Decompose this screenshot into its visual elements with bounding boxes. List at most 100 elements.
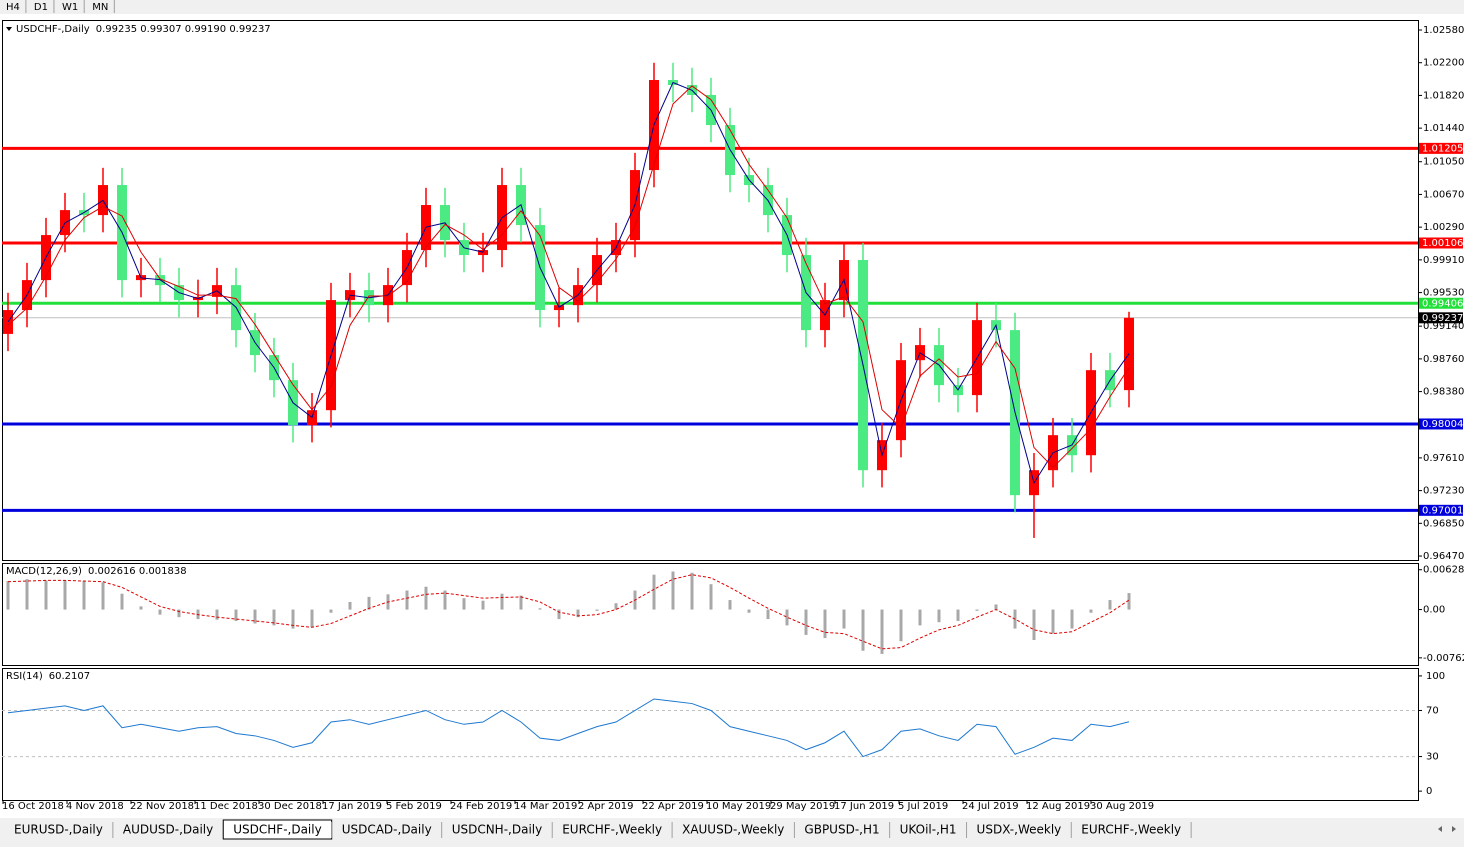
x-tick-label: 12 Aug 2019 bbox=[1026, 801, 1090, 812]
level-label-bg bbox=[1419, 142, 1463, 154]
tab-label: AUDUSD-,Daily bbox=[123, 823, 213, 837]
moving-average bbox=[7, 81, 1130, 485]
macd-bar bbox=[481, 600, 485, 610]
rsi-readout: 60.2107 bbox=[49, 671, 90, 682]
rsi-y-tick-label: 70 bbox=[1426, 705, 1439, 716]
macd-bar bbox=[804, 609, 808, 635]
level-label: 1.00106 bbox=[1422, 238, 1463, 249]
macd-bar bbox=[158, 609, 162, 615]
rsi-label: RSI(14) bbox=[6, 671, 43, 682]
y-tick-label: 1.02200 bbox=[1423, 58, 1464, 69]
y-tick-label: 0.98380 bbox=[1423, 387, 1464, 398]
x-tick-label: 30 Dec 2018 bbox=[258, 801, 322, 812]
symbol-title: USDCHF-,Daily bbox=[16, 24, 90, 35]
tab-label: GBPUSD-,H1 bbox=[804, 823, 879, 837]
level-label: 0.97001 bbox=[1422, 505, 1463, 516]
macd-bar bbox=[1070, 609, 1074, 629]
macd-bar bbox=[709, 584, 713, 610]
macd-bar bbox=[215, 609, 219, 620]
timeframe-button[interactable]: D1 bbox=[34, 0, 55, 13]
level-label: 1.01205 bbox=[1422, 143, 1463, 154]
y-tick-label: 1.01820 bbox=[1423, 90, 1464, 101]
candle-body bbox=[3, 310, 13, 334]
macd-bar bbox=[766, 609, 770, 620]
macd-bar bbox=[44, 580, 48, 610]
level-label-bg bbox=[1419, 297, 1463, 309]
macd-bar bbox=[101, 582, 105, 610]
tab[interactable]: EURUSD-,Daily bbox=[4, 820, 114, 839]
y-tick-label: 1.00670 bbox=[1423, 189, 1464, 200]
level-label: 0.99406 bbox=[1422, 298, 1463, 309]
macd-readout: 0.002616 0.001838 bbox=[88, 566, 187, 577]
last-price-label-bg bbox=[1419, 312, 1463, 324]
x-tick-label: 17 Jan 2019 bbox=[322, 801, 382, 812]
y-tick-label: 1.01440 bbox=[1423, 123, 1464, 134]
timeframe-button[interactable]: MN bbox=[92, 0, 115, 13]
scroll-left[interactable] bbox=[1438, 826, 1442, 832]
macd-bar bbox=[120, 593, 124, 610]
timeframe-label: H4 bbox=[6, 2, 20, 13]
timeframe-label: MN bbox=[92, 2, 108, 13]
tab[interactable]: USDCAD-,Daily bbox=[332, 820, 443, 839]
x-tick-label: 29 May 2019 bbox=[770, 801, 835, 812]
tab[interactable]: AUDUSD-,Daily bbox=[113, 820, 224, 839]
macd-bar bbox=[291, 609, 295, 629]
macd-bar bbox=[25, 579, 29, 610]
macd-bar bbox=[690, 572, 694, 610]
tab-label: UKOil-,H1 bbox=[900, 823, 957, 837]
x-tick-label: 17 Jun 2019 bbox=[834, 801, 894, 812]
macd-bar bbox=[614, 603, 618, 610]
tab[interactable]: GBPUSD-,H1 bbox=[794, 820, 891, 839]
macd-bar bbox=[462, 598, 466, 610]
macd-bar bbox=[576, 609, 580, 618]
menu-arrow[interactable] bbox=[6, 27, 12, 31]
macd-bar bbox=[823, 609, 827, 639]
scroll-right[interactable] bbox=[1452, 826, 1456, 832]
y-tick-label: 0.99140 bbox=[1423, 321, 1464, 332]
tab[interactable]: USDCHF-,Daily bbox=[222, 819, 333, 840]
macd-bar bbox=[728, 600, 732, 610]
price-panel bbox=[2, 20, 1419, 561]
macd-signal bbox=[7, 574, 1130, 650]
rsi-panel bbox=[2, 668, 1419, 801]
tab[interactable]: XAUUSD-,Weekly bbox=[672, 820, 795, 839]
tab[interactable]: EURCHF-,Weekly bbox=[1071, 820, 1192, 839]
macd-bar bbox=[595, 609, 599, 611]
timeframe-button[interactable]: H4 bbox=[6, 0, 27, 13]
macd-bar bbox=[443, 590, 447, 610]
timeframe-label: D1 bbox=[34, 2, 48, 13]
macd-bar bbox=[918, 609, 922, 626]
rsi-y-tick-label: 30 bbox=[1426, 752, 1439, 763]
macd-bar bbox=[994, 604, 998, 610]
macd-bar bbox=[348, 601, 352, 610]
y-tick-label: 0.98760 bbox=[1423, 354, 1464, 365]
timeframe-bar bbox=[0, 0, 1464, 14]
macd-bar bbox=[253, 609, 257, 624]
macd-bar bbox=[1127, 593, 1131, 610]
y-tick-label: 0.99530 bbox=[1423, 288, 1464, 299]
last-price-label: 0.99237 bbox=[1422, 313, 1463, 324]
y-tick-label: 1.00290 bbox=[1423, 222, 1464, 233]
x-tick-label: 5 Feb 2019 bbox=[386, 801, 442, 812]
macd-bar bbox=[956, 609, 960, 621]
tab[interactable]: EURCHF-,Weekly bbox=[552, 820, 673, 839]
x-tick-label: 2 Apr 2019 bbox=[578, 801, 633, 812]
quote-readout: 0.99235 0.99307 0.99190 0.99237 bbox=[96, 24, 271, 35]
tab[interactable]: USDX-,Weekly bbox=[967, 820, 1072, 839]
macd-bar bbox=[405, 590, 409, 610]
moving-average bbox=[7, 85, 1130, 469]
y-tick-label: 0.96470 bbox=[1423, 551, 1464, 562]
macd-bar bbox=[234, 609, 238, 621]
timeframe-button[interactable]: W1 bbox=[62, 0, 85, 13]
tab[interactable]: UKOil-,H1 bbox=[890, 820, 968, 839]
tab[interactable]: USDCNH-,Daily bbox=[442, 820, 553, 839]
macd-bar bbox=[310, 609, 314, 628]
x-tick-label: 14 Mar 2019 bbox=[514, 801, 577, 812]
macd-bar bbox=[82, 581, 86, 610]
macd-bar bbox=[424, 586, 428, 610]
macd-bar bbox=[1089, 609, 1093, 613]
tab-label: USDCHF-,Daily bbox=[233, 823, 321, 837]
x-tick-label: 30 Aug 2019 bbox=[1090, 801, 1154, 812]
macd-bar bbox=[842, 609, 846, 629]
